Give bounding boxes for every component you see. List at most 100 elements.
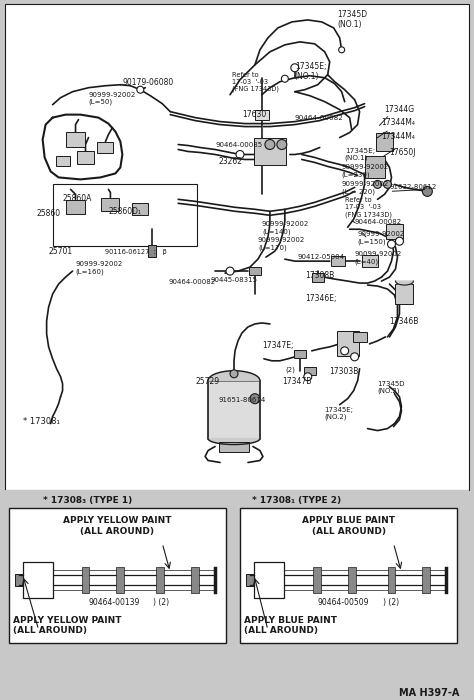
- Text: 17345E;
(NO.2): 17345E; (NO.2): [325, 407, 354, 420]
- Text: 91632-80612: 91632-80612: [390, 184, 437, 190]
- Bar: [191, 567, 199, 593]
- Circle shape: [395, 237, 403, 245]
- Text: 90464-00085: 90464-00085: [215, 141, 262, 148]
- Bar: [55, 157, 70, 167]
- Text: 25701: 25701: [49, 247, 73, 256]
- Text: 90116-06127  : β: 90116-06127 : β: [105, 249, 167, 256]
- Text: 17344M₄: 17344M₄: [382, 132, 415, 141]
- Text: * 17308₁: * 17308₁: [23, 416, 60, 426]
- Circle shape: [236, 150, 244, 158]
- Bar: [395, 284, 413, 304]
- Text: 90412-05004: 90412-05004: [298, 254, 345, 260]
- Bar: [23, 562, 53, 598]
- Text: 17347B: 17347B: [282, 377, 311, 386]
- Text: * 17308₃ (TYPE 1): * 17308₃ (TYPE 1): [43, 496, 132, 505]
- Circle shape: [383, 181, 392, 188]
- Text: (2): (2): [286, 367, 296, 373]
- Text: Refer to
17-03  '-03
(FNG 17343D): Refer to 17-03 '-03 (FNG 17343D): [345, 197, 392, 218]
- Text: 17308B: 17308B: [305, 271, 334, 280]
- Circle shape: [338, 47, 345, 52]
- Text: 90999-92002
(L = 220): 90999-92002 (L = 220): [342, 181, 389, 195]
- Text: 90464-00509: 90464-00509: [318, 598, 369, 607]
- Bar: [331, 256, 345, 266]
- Polygon shape: [208, 371, 260, 381]
- Bar: [101, 198, 119, 211]
- Text: 17345E;
(NO.1): 17345E; (NO.1): [345, 148, 375, 161]
- Circle shape: [137, 86, 144, 93]
- Bar: [347, 567, 356, 593]
- Bar: [312, 272, 324, 281]
- Bar: [132, 203, 148, 216]
- Text: MA H397-A: MA H397-A: [399, 687, 459, 698]
- Text: 90464-00082: 90464-00082: [295, 115, 344, 120]
- Bar: [219, 442, 249, 452]
- Text: 17345E;
(NO.1): 17345E; (NO.1): [295, 62, 326, 81]
- Bar: [422, 567, 430, 593]
- Circle shape: [291, 64, 299, 72]
- Polygon shape: [208, 439, 260, 444]
- Text: 90099-92002
(L=40): 90099-92002 (L=40): [355, 251, 402, 265]
- Text: 90999-92002
(L=230): 90999-92002 (L=230): [342, 164, 389, 178]
- Text: 90999-92002
(L=150): 90999-92002 (L=150): [357, 231, 405, 245]
- Circle shape: [230, 370, 238, 378]
- Bar: [98, 141, 113, 153]
- Bar: [304, 367, 316, 374]
- Bar: [65, 200, 85, 214]
- Circle shape: [282, 76, 288, 82]
- Text: 17303B: 17303B: [330, 367, 359, 376]
- Text: 90999-92002
(L=140): 90999-92002 (L=140): [262, 221, 309, 234]
- Circle shape: [265, 139, 275, 150]
- Bar: [254, 137, 286, 165]
- Text: 90999-92002
(L=50): 90999-92002 (L=50): [89, 92, 136, 105]
- Circle shape: [351, 353, 359, 360]
- Bar: [246, 574, 254, 586]
- Text: 17346B: 17346B: [390, 317, 419, 326]
- Text: ) (2): ) (2): [383, 598, 399, 607]
- Circle shape: [422, 186, 432, 197]
- Text: APPLY YELLOW PAINT
(ALL AROUND): APPLY YELLOW PAINT (ALL AROUND): [13, 616, 121, 636]
- Text: Refer to
17-03  '-03
(FNG 17343D): Refer to 17-03 '-03 (FNG 17343D): [232, 72, 279, 92]
- Circle shape: [388, 240, 395, 248]
- Text: 90179-06080: 90179-06080: [122, 78, 173, 87]
- Text: APPLY YELLOW PAINT
(ALL AROUND): APPLY YELLOW PAINT (ALL AROUND): [63, 517, 172, 536]
- Polygon shape: [395, 281, 413, 285]
- Bar: [5, 4, 469, 491]
- Text: ) (2): ) (2): [153, 598, 169, 607]
- Bar: [294, 350, 306, 358]
- Text: * 17308₁ (TYPE 2): * 17308₁ (TYPE 2): [252, 496, 341, 505]
- Bar: [82, 567, 90, 593]
- Text: 17344G: 17344G: [384, 105, 415, 113]
- Circle shape: [226, 267, 234, 275]
- Bar: [365, 157, 384, 178]
- Bar: [5, 491, 469, 690]
- Bar: [76, 151, 94, 164]
- Text: 17344M₄: 17344M₄: [382, 118, 415, 127]
- Text: APPLY BLUE PAINT
(ALL AROUND): APPLY BLUE PAINT (ALL AROUND): [244, 616, 337, 636]
- Text: 90999-92002
(L=160): 90999-92002 (L=160): [75, 261, 123, 274]
- Circle shape: [277, 139, 287, 150]
- Circle shape: [304, 373, 312, 381]
- Bar: [15, 574, 23, 586]
- Bar: [362, 256, 377, 267]
- Circle shape: [374, 181, 382, 188]
- Text: 17345D
(NO.1): 17345D (NO.1): [337, 10, 368, 29]
- Bar: [385, 224, 403, 239]
- Text: 17650J: 17650J: [390, 148, 416, 157]
- Text: 90445-08315: 90445-08315: [210, 277, 257, 283]
- Bar: [208, 381, 260, 439]
- Bar: [65, 132, 85, 147]
- Bar: [313, 567, 321, 593]
- Text: 17346E;: 17346E;: [305, 294, 336, 303]
- Circle shape: [250, 393, 260, 404]
- Text: 90464-00082: 90464-00082: [355, 219, 402, 225]
- Text: 23262: 23262: [218, 158, 242, 167]
- Circle shape: [341, 347, 349, 355]
- Text: 25860D₁: 25860D₁: [109, 207, 141, 216]
- Text: 90464-00082: 90464-00082: [168, 279, 215, 285]
- Text: 25860A: 25860A: [63, 195, 92, 204]
- Bar: [255, 110, 269, 120]
- Bar: [249, 267, 261, 275]
- Text: APPLY BLUE PAINT
(ALL AROUND): APPLY BLUE PAINT (ALL AROUND): [302, 517, 395, 536]
- Bar: [388, 567, 395, 593]
- Bar: [9, 508, 226, 643]
